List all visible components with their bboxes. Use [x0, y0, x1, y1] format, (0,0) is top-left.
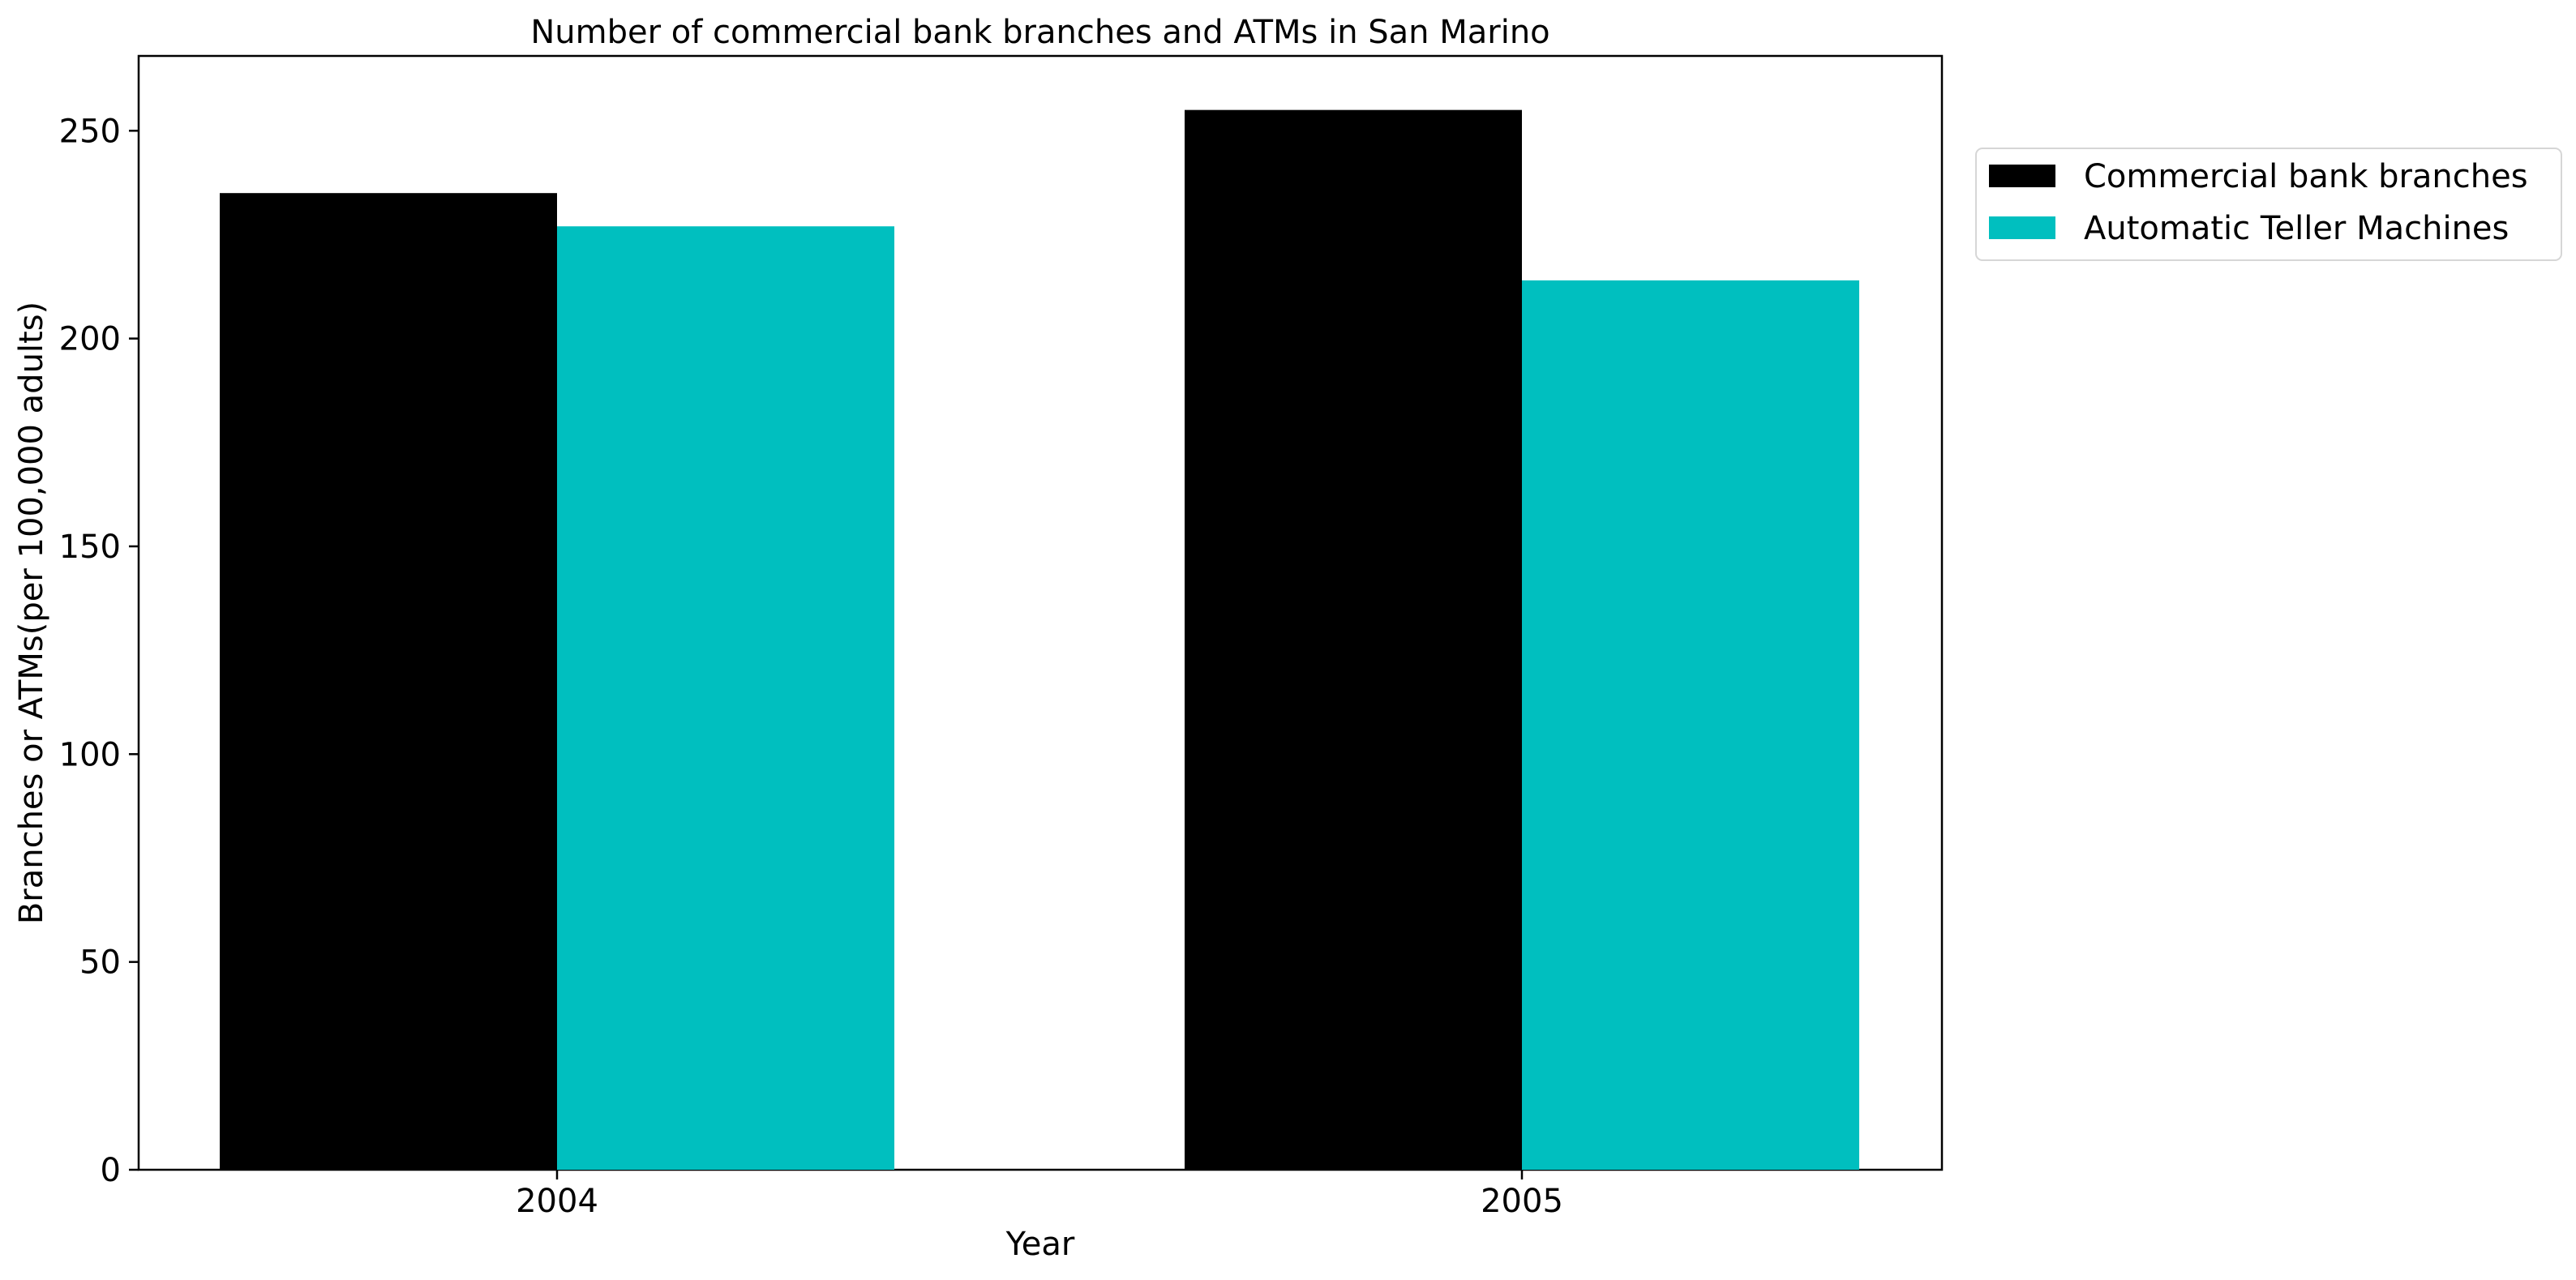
- y-tick-label-200: 200: [59, 321, 121, 358]
- legend-swatch-atms: [1989, 216, 2055, 239]
- x-axis-label: Year: [1005, 1226, 1075, 1263]
- bar-atms-2005: [1522, 280, 1859, 1171]
- x-tick-label-2004: 2004: [516, 1183, 598, 1220]
- bar-branches-2005: [1185, 109, 1522, 1170]
- y-axis: 0 50 100 150 200 250: [59, 113, 139, 1189]
- x-tick-label-2005: 2005: [1481, 1183, 1563, 1220]
- chart-title: Number of commercial bank branches and A…: [530, 14, 1549, 51]
- x-axis: 2004 2005: [516, 1170, 1563, 1220]
- y-tick-label-50: 50: [79, 944, 121, 982]
- y-tick-label-150: 150: [59, 529, 121, 566]
- legend: Commercial bank branches Automatic Teller…: [1975, 148, 2562, 261]
- y-tick-label-100: 100: [59, 736, 121, 773]
- legend-label-atms: Automatic Teller Machines: [2084, 210, 2509, 247]
- legend-frame: [1975, 148, 2562, 261]
- y-tick-label-0: 0: [101, 1152, 121, 1189]
- legend-items: Commercial bank branches Automatic Teller…: [1989, 158, 2528, 247]
- bars-layer: [220, 109, 1859, 1171]
- y-tick-label-250: 250: [59, 113, 121, 150]
- y-axis-label: Branches or ATMs(per 100,000 adults): [13, 302, 50, 924]
- legend-label-branches: Commercial bank branches: [2084, 158, 2528, 195]
- bar-atms-2004: [557, 226, 894, 1170]
- bar-branches-2004: [220, 193, 557, 1171]
- legend-swatch-branches: [1989, 165, 2055, 187]
